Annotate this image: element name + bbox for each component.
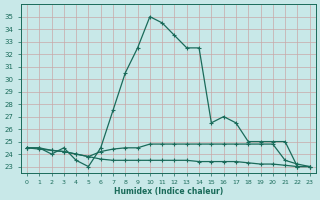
X-axis label: Humidex (Indice chaleur): Humidex (Indice chaleur) (114, 187, 223, 196)
